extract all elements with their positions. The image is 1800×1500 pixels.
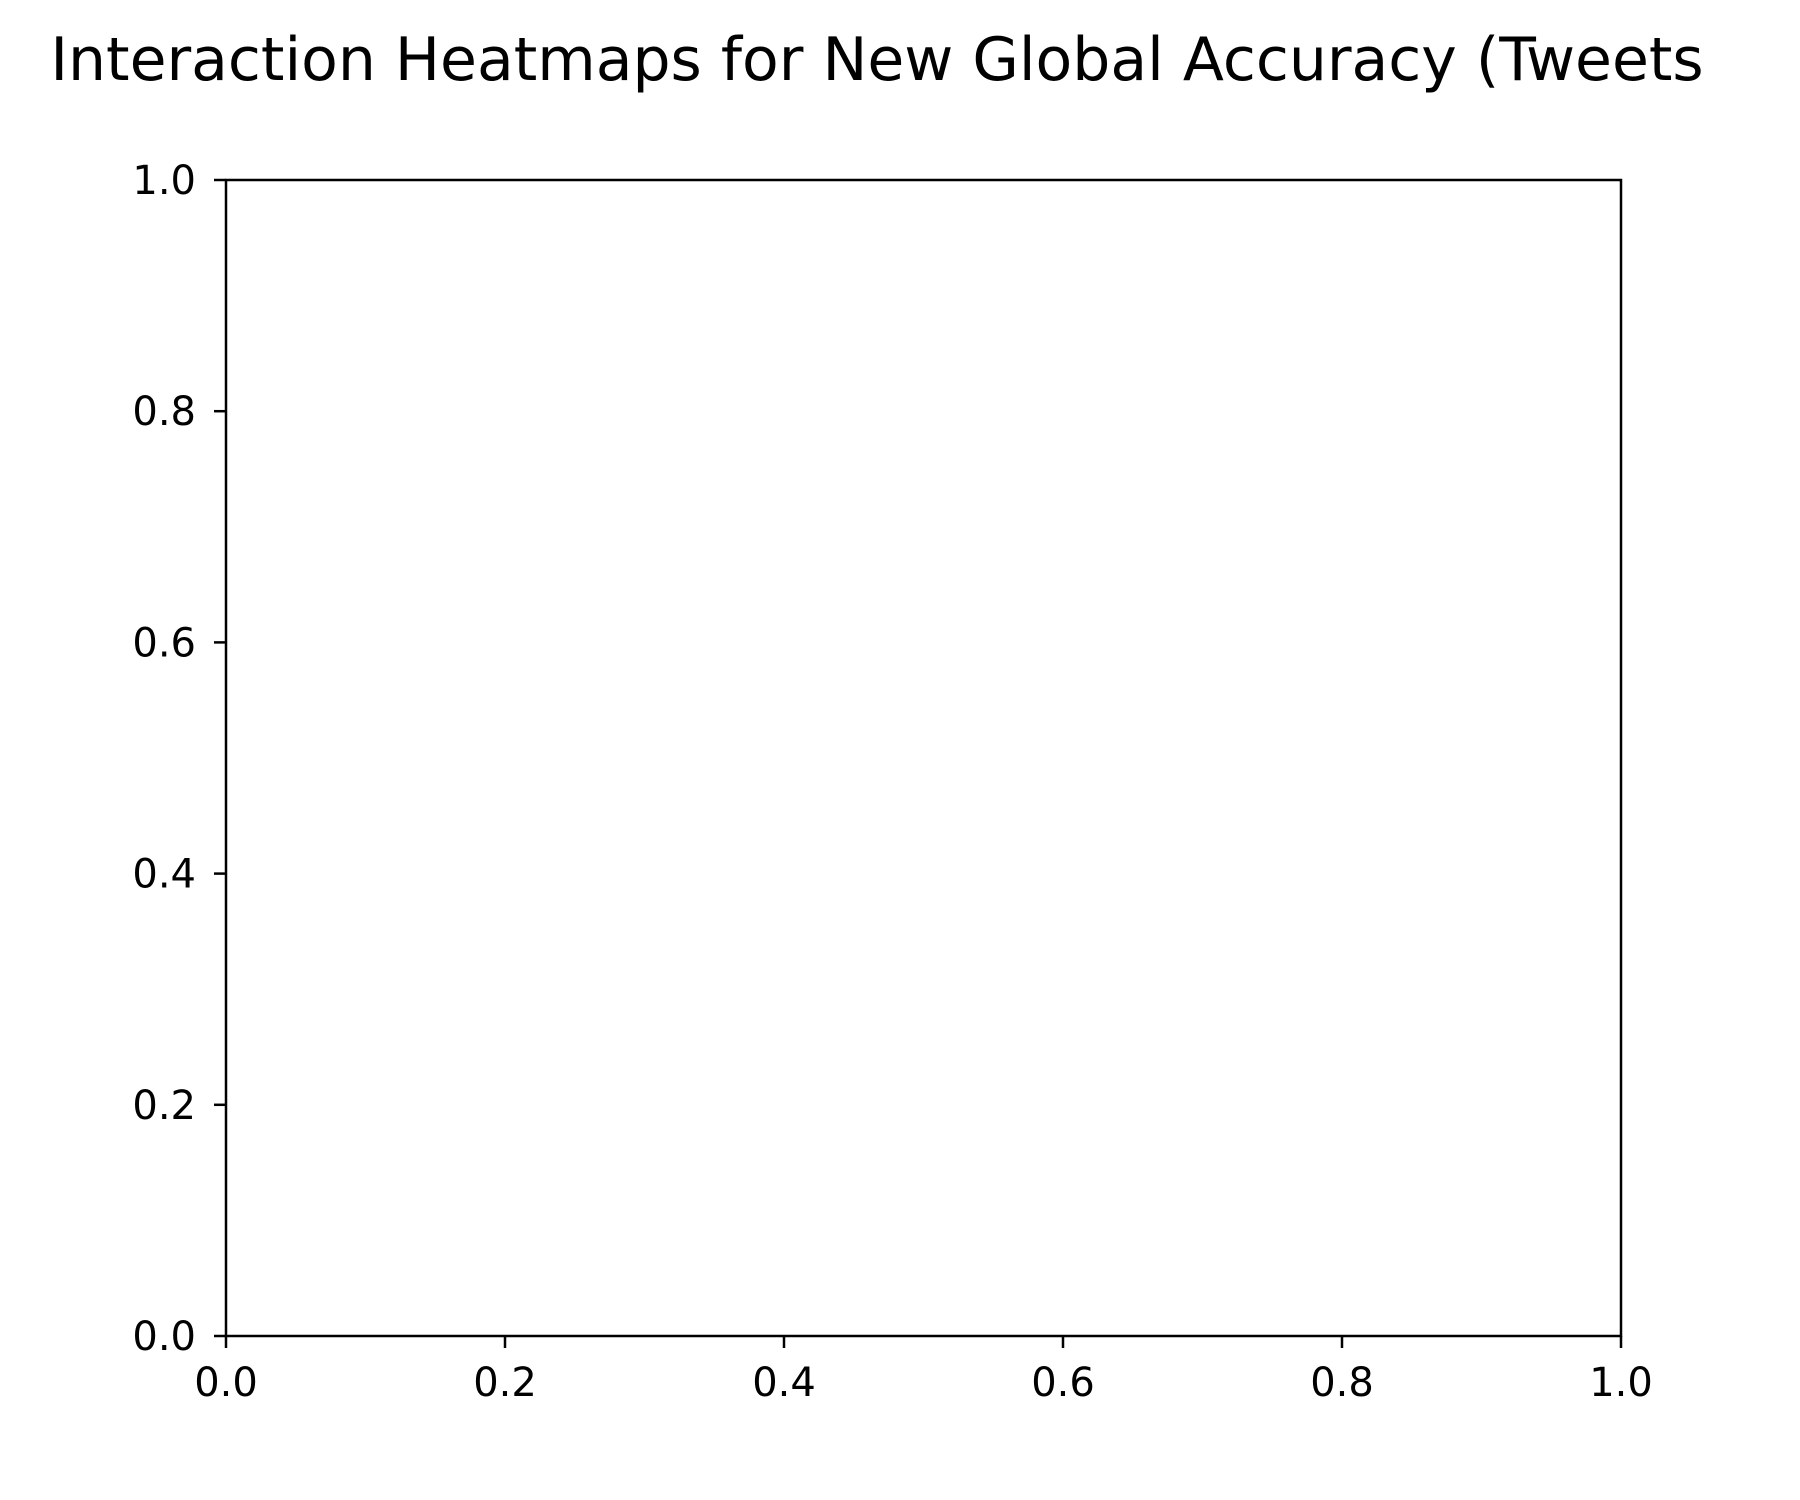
y-tick-label: 0.4 <box>132 852 196 898</box>
x-tick-label: 0.6 <box>1031 1360 1095 1406</box>
x-tick-label: 1.0 <box>1589 1360 1653 1406</box>
axes: 0.0 0.2 0.4 0.6 0.8 1.0 0.0 0.2 0.4 0.6 0.8 1.0 <box>132 158 1652 1406</box>
x-axis: 0.0 0.2 0.4 0.6 0.8 1.0 <box>194 1336 1653 1406</box>
chart-title: Interaction Heatmaps for New Global Accu… <box>50 25 1703 95</box>
y-tick-label: 0.6 <box>132 620 196 666</box>
y-axis: 0.0 0.2 0.4 0.6 0.8 1.0 <box>132 158 226 1360</box>
x-tick-label: 0.2 <box>473 1360 537 1406</box>
x-tick-label: 0.4 <box>752 1360 816 1406</box>
y-tick-label: 0.0 <box>132 1314 196 1360</box>
y-tick-label: 1.0 <box>132 158 196 204</box>
y-tick-label: 0.2 <box>132 1083 196 1129</box>
y-tick-label: 0.8 <box>132 389 196 435</box>
x-tick-label: 0.8 <box>1310 1360 1374 1406</box>
x-tick-label: 0.0 <box>194 1360 258 1406</box>
axes-frame <box>224 178 1623 1338</box>
